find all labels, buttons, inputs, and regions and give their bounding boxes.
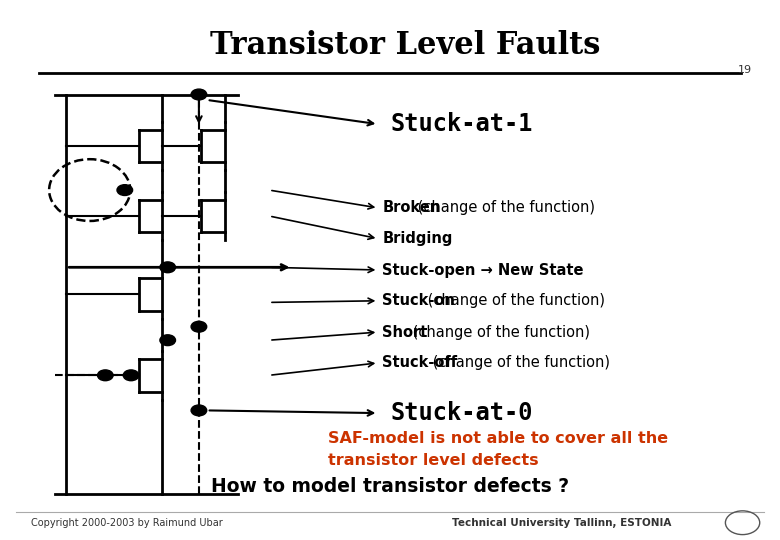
Circle shape [117, 185, 133, 195]
Circle shape [160, 262, 176, 273]
Circle shape [191, 321, 207, 332]
Text: Stuck-at-0: Stuck-at-0 [390, 401, 533, 425]
Text: Technical University Tallinn, ESTONIA: Technical University Tallinn, ESTONIA [452, 518, 672, 528]
Text: (change of the function): (change of the function) [413, 200, 594, 215]
Text: Copyright 2000-2003 by Raimund Ubar: Copyright 2000-2003 by Raimund Ubar [31, 518, 223, 528]
Circle shape [191, 89, 207, 100]
Circle shape [123, 370, 139, 381]
Text: Stuck-at-1: Stuck-at-1 [390, 112, 533, 136]
Text: (change of the function): (change of the function) [423, 293, 604, 308]
Text: transistor level defects: transistor level defects [328, 453, 538, 468]
Text: Bridging: Bridging [382, 231, 452, 246]
Text: Broken: Broken [382, 200, 441, 215]
Circle shape [98, 370, 113, 381]
Text: Short: Short [382, 325, 427, 340]
Text: How to model transistor defects ?: How to model transistor defects ? [211, 476, 569, 496]
Text: Stuck-off: Stuck-off [382, 355, 457, 370]
Circle shape [160, 335, 176, 346]
Text: SAF-model is not able to cover all the: SAF-model is not able to cover all the [328, 431, 668, 446]
Text: (change of the function): (change of the function) [427, 355, 610, 370]
Text: Stuck-on: Stuck-on [382, 293, 455, 308]
Text: 19: 19 [738, 65, 752, 75]
Circle shape [191, 405, 207, 416]
Text: (change of the function): (change of the function) [407, 325, 590, 340]
Text: Transistor Level Faults: Transistor Level Faults [211, 30, 601, 62]
Text: Stuck-open → New State: Stuck-open → New State [382, 262, 583, 278]
